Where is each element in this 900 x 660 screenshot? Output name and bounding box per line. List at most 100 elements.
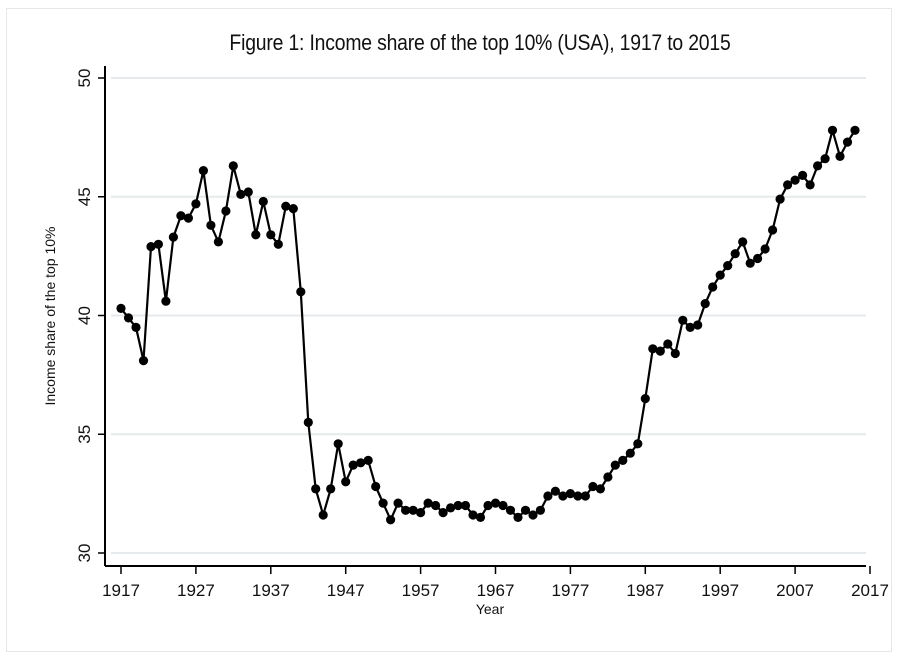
data-point-marker (798, 170, 808, 180)
data-point-marker (401, 505, 411, 515)
data-point-marker (251, 230, 261, 240)
data-point-marker (850, 125, 860, 135)
data-point-marker (138, 356, 149, 366)
data-point-marker (813, 161, 823, 171)
data-series (116, 125, 860, 525)
data-point-marker (528, 510, 538, 520)
data-point-marker (123, 313, 134, 323)
y-axis-title: Income share of the top 10% (42, 227, 58, 406)
chart-title: Figure 1: Income share of the top 10% (U… (229, 30, 731, 55)
data-point-marker (543, 491, 553, 501)
data-point-marker (625, 448, 635, 458)
data-point-marker (753, 253, 763, 264)
y-tick-label: 40 (75, 306, 94, 325)
data-point-marker (236, 189, 246, 199)
data-point-marker (640, 394, 650, 404)
data-point-marker (183, 213, 193, 223)
data-point-marker (378, 498, 388, 508)
x-tick-label: 1977 (551, 581, 589, 600)
data-point-marker (311, 484, 321, 494)
data-point-marker (588, 481, 598, 492)
data-point-marker (505, 505, 516, 515)
data-point-marker (206, 220, 216, 230)
data-point-marker (580, 491, 591, 501)
data-point-marker (483, 500, 493, 511)
data-point-marker (805, 180, 815, 190)
data-point-marker (281, 201, 291, 211)
y-axis-ticks: 30 35 40 45 50 (75, 69, 105, 563)
data-point-marker (266, 230, 276, 240)
data-point-marker (730, 249, 740, 259)
data-point-marker (633, 439, 643, 449)
data-point-marker (468, 510, 478, 520)
figure-frame (6, 8, 892, 652)
data-point-marker (408, 505, 418, 515)
data-point-marker (146, 242, 156, 252)
data-point-marker (153, 239, 163, 249)
x-tick-label: 1937 (252, 581, 290, 600)
data-point-marker (288, 204, 298, 214)
x-tick-label: 1967 (477, 581, 515, 600)
data-point-marker (303, 417, 313, 427)
data-point-marker (648, 344, 658, 354)
data-point-marker (348, 460, 358, 470)
data-point-marker (775, 194, 785, 204)
data-point-marker (760, 244, 770, 254)
data-point-marker (618, 455, 628, 465)
data-point-marker (610, 460, 620, 470)
gridlines (111, 77, 866, 554)
data-point-marker (423, 498, 433, 508)
data-point-marker (243, 187, 253, 197)
data-point-marker (573, 491, 583, 501)
data-point-marker (116, 303, 126, 313)
data-point-marker (168, 232, 178, 242)
data-point-marker (386, 515, 396, 525)
data-point-marker (258, 196, 268, 207)
data-point-marker (678, 315, 688, 325)
data-point-marker (685, 322, 695, 332)
data-point-marker (131, 322, 141, 332)
data-point-marker (558, 491, 568, 501)
data-point-marker (835, 151, 845, 161)
data-point-marker (820, 154, 830, 164)
data-point-marker (768, 225, 778, 235)
x-axis-ticks: 1917 1927 1937 1947 1957 1967 1977 1987 1997 2007… (102, 566, 889, 600)
data-point-marker (221, 206, 231, 216)
x-tick-label: 2007 (776, 581, 814, 600)
data-point-marker (460, 500, 471, 511)
data-point-marker (371, 481, 381, 492)
x-tick-label: 1957 (402, 581, 440, 600)
x-tick-label: 1947 (327, 581, 365, 600)
data-point-marker (176, 211, 186, 221)
data-point-marker (438, 507, 448, 518)
data-point-marker (490, 498, 501, 508)
data-point-marker (783, 180, 793, 190)
x-axis-title: Year (476, 601, 505, 617)
series-line (120, 129, 856, 521)
data-point-marker (416, 507, 426, 518)
data-point-marker (453, 500, 463, 511)
data-point-marker (191, 199, 201, 209)
data-point-marker (565, 489, 576, 499)
y-tick-label: 30 (75, 544, 94, 563)
y-tick-label: 45 (75, 187, 94, 206)
data-point-marker (475, 512, 486, 523)
data-point-marker (708, 282, 718, 292)
data-point-marker (827, 125, 838, 135)
data-point-marker (356, 458, 366, 468)
data-point-marker (393, 498, 403, 508)
data-point-marker (513, 512, 523, 523)
data-point-marker (693, 320, 703, 330)
data-point-marker (273, 239, 283, 249)
data-point-marker (595, 484, 606, 494)
data-point-marker (213, 237, 223, 247)
data-point-marker (498, 500, 508, 511)
data-point-marker (535, 505, 546, 515)
data-point-marker (723, 261, 733, 271)
data-point-marker (655, 346, 665, 356)
x-tick-label: 2017 (851, 581, 889, 600)
data-point-marker (700, 299, 710, 309)
x-tick-label: 1997 (701, 581, 739, 600)
data-point-marker (446, 503, 456, 513)
